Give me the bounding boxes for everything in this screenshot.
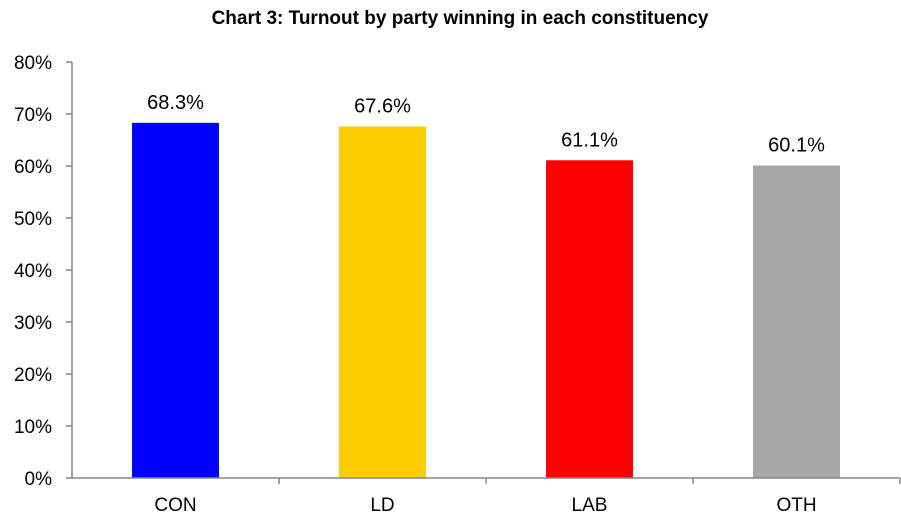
bar-con [132, 122, 219, 478]
y-tick-label: 80% [14, 53, 52, 74]
y-tick-label: 30% [14, 313, 52, 334]
data-label: 60.1% [768, 134, 825, 156]
y-tick-label: 60% [14, 157, 52, 178]
data-label: 67.6% [354, 95, 411, 117]
x-category-label: OTH [776, 495, 816, 516]
x-category-label: LAB [572, 495, 608, 516]
y-tick-label: 10% [14, 417, 52, 438]
data-label: 68.3% [147, 92, 204, 114]
data-label: 61.1% [561, 129, 618, 151]
x-axis-labels: CON LD LAB OTH [154, 478, 901, 516]
bar-ld [339, 126, 426, 478]
y-tick-label: 20% [14, 365, 52, 386]
y-tick-label: 0% [25, 469, 53, 490]
bar-lab [546, 160, 633, 478]
bar-oth [753, 165, 840, 479]
bars: 68.3% 67.6% 61.1% 60.1% [132, 92, 840, 479]
y-tick-label: 40% [14, 261, 52, 282]
y-axis-ticks: 0% 10% 20% 30% 40% 50% 60% 70% 80% [14, 53, 72, 490]
y-tick-label: 50% [14, 209, 52, 230]
x-category-label: CON [154, 495, 196, 516]
x-category-label: LD [370, 495, 394, 516]
chart-title: Chart 3: Turnout by party winning in eac… [212, 8, 709, 29]
y-tick-label: 70% [14, 105, 52, 126]
